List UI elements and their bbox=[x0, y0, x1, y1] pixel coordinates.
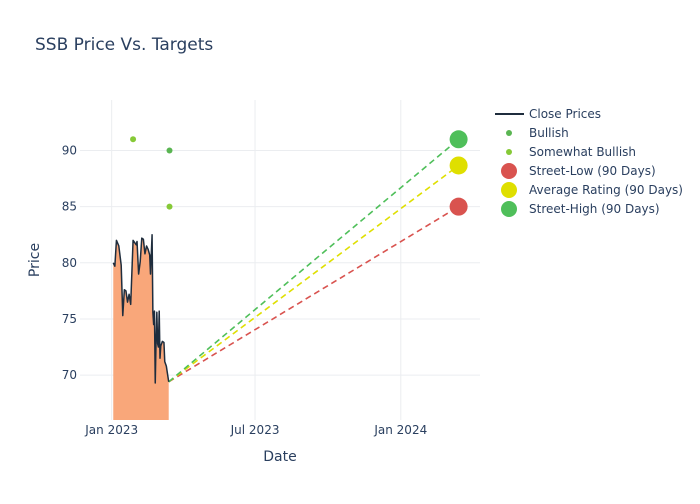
x-axis-title: Date bbox=[263, 449, 296, 465]
legend-label[interactable]: Average Rating (90 Days) bbox=[529, 183, 683, 197]
legend-swatch bbox=[506, 149, 512, 155]
target-line bbox=[168, 205, 460, 383]
legend-swatch bbox=[506, 130, 512, 136]
x-tick-labels: Jan 2023 Jul 2023 Jan 2024 bbox=[84, 423, 427, 437]
legend-label[interactable]: Bullish bbox=[529, 126, 569, 140]
x-tick-label: Jul 2023 bbox=[230, 423, 280, 437]
legend-label[interactable]: Close Prices bbox=[529, 107, 601, 121]
legend-label[interactable]: Somewhat Bullish bbox=[529, 145, 636, 159]
legend-swatch bbox=[501, 182, 517, 198]
x-tick-label: Jan 2024 bbox=[373, 423, 427, 437]
marker-layer bbox=[130, 130, 468, 216]
y-tick-label: 75 bbox=[62, 312, 77, 326]
y-tick-label: 90 bbox=[62, 144, 77, 158]
chart-title: SSB Price Vs. Targets bbox=[35, 35, 213, 55]
target-marker[interactable] bbox=[449, 130, 468, 149]
legend-label[interactable]: Street-Low (90 Days) bbox=[529, 164, 656, 178]
line-layer bbox=[112, 138, 460, 384]
target-line bbox=[168, 164, 460, 383]
target-line bbox=[168, 138, 460, 383]
x-tick-label: Jan 2023 bbox=[84, 423, 138, 437]
target-marker[interactable] bbox=[449, 156, 468, 175]
y-tick-labels: 70 75 80 85 90 bbox=[62, 144, 77, 383]
legend-swatch bbox=[501, 201, 517, 217]
legend[interactable]: Close Prices Bullish Somewhat Bullish Stree… bbox=[495, 107, 683, 217]
rating-point[interactable] bbox=[130, 136, 137, 143]
y-tick-label: 80 bbox=[62, 256, 77, 270]
y-tick-label: 85 bbox=[62, 200, 77, 214]
target-marker[interactable] bbox=[449, 197, 468, 216]
rating-point[interactable] bbox=[166, 203, 173, 210]
legend-swatch bbox=[501, 163, 517, 179]
close-price-line bbox=[112, 233, 170, 384]
y-axis-title: Price bbox=[27, 243, 43, 277]
rating-point[interactable] bbox=[166, 147, 173, 154]
legend-label[interactable]: Street-High (90 Days) bbox=[529, 202, 660, 216]
y-tick-label: 70 bbox=[62, 368, 77, 382]
